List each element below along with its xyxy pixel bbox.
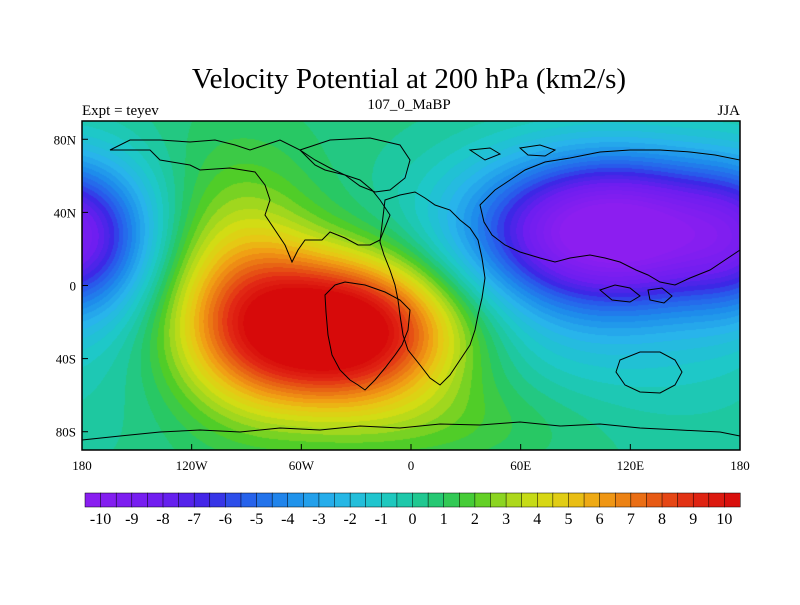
- colorbar-swatch: [287, 492, 304, 508]
- colorbar-swatch: [147, 492, 164, 508]
- y-tick-label: 40N: [54, 205, 77, 220]
- colorbar-swatch: [599, 492, 616, 508]
- colorbar-label: 7: [627, 511, 635, 528]
- colorbar-swatch: [692, 492, 710, 508]
- colorbar-swatch: [459, 492, 476, 508]
- colorbar-swatch: [178, 492, 195, 508]
- colorbar-label: 1: [440, 511, 448, 528]
- colorbar-label: -6: [219, 511, 232, 528]
- colorbar-swatch: [583, 492, 601, 508]
- colorbar-swatch: [630, 492, 647, 508]
- colorbar-swatch: [724, 492, 741, 508]
- subtitle-right: JJA: [717, 103, 740, 119]
- x-tick-label: 180: [72, 458, 92, 473]
- colorbar-swatch: [115, 492, 133, 508]
- y-tick-label: 80N: [54, 132, 77, 147]
- colorbar-label: -4: [281, 511, 294, 528]
- colorbar-swatch: [677, 492, 694, 508]
- colorbar-swatch: [318, 492, 336, 508]
- colorbar: -10 -9 -8 -7 -6 -5 -4 -3 -2 -1 0 1 2 3 4 5 6 7 8 9 10: [84, 492, 741, 528]
- colorbar-label: -1: [375, 511, 388, 528]
- colorbar-swatch: [521, 492, 538, 508]
- colorbar-swatch: [240, 492, 258, 508]
- x-tick-label: 60E: [510, 458, 531, 473]
- colorbar-swatch: [474, 492, 492, 508]
- colorbar-swatch: [100, 492, 117, 508]
- colorbar-swatch: [614, 492, 632, 508]
- colorbar-swatch: [443, 492, 460, 508]
- colorbar-label: -10: [90, 511, 111, 528]
- axes: 180 120W 60W 0 60E 120E 180 80N 40N 0 40S 80S: [54, 132, 750, 473]
- colorbar-swatch: [225, 492, 242, 508]
- colorbar-label: 6: [596, 511, 604, 528]
- colorbar-label: 5: [564, 511, 572, 528]
- x-tick-label: 0: [408, 458, 415, 473]
- y-tick-label: 80S: [56, 425, 76, 440]
- x-tick-label: 60W: [289, 458, 315, 473]
- colorbar-label: -9: [125, 511, 138, 528]
- colorbar-swatch: [209, 492, 226, 508]
- colorbar-swatch: [412, 492, 429, 508]
- colorbar-swatch: [303, 492, 320, 508]
- colorbar-swatch: [661, 492, 679, 508]
- colorbar-swatch: [271, 492, 289, 508]
- colorbar-label: 4: [533, 511, 541, 528]
- colorbar-swatch: [396, 492, 414, 508]
- heatmap-field: [82, 121, 740, 450]
- colorbar-label: 9: [689, 511, 697, 528]
- chart-title: Velocity Potential at 200 hPa (km2/s): [192, 63, 626, 95]
- colorbar-swatch: [84, 492, 102, 508]
- colorbar-label: -5: [250, 511, 263, 528]
- colorbar-swatch: [490, 492, 507, 508]
- subtitle-left: Expt = teyev: [82, 103, 159, 119]
- x-tick-label: 120E: [617, 458, 645, 473]
- colorbar-swatch: [381, 492, 398, 508]
- colorbar-swatch: [537, 492, 554, 508]
- colorbar-swatch: [193, 492, 211, 508]
- colorbar-swatch: [646, 492, 663, 508]
- colorbar-label: -3: [312, 511, 325, 528]
- subtitle-center: 107_0_MaBP: [367, 97, 450, 113]
- colorbar-label: 10: [716, 511, 732, 528]
- y-tick-label: 0: [70, 279, 77, 294]
- colorbar-swatch: [568, 492, 585, 508]
- x-tick-label: 180: [730, 458, 750, 473]
- colorbar-swatch: [505, 492, 523, 508]
- plot-area: [82, 121, 740, 450]
- colorbar-swatch: [349, 492, 367, 508]
- colorbar-label: 3: [502, 511, 510, 528]
- colorbar-label: 0: [409, 511, 417, 528]
- colorbar-label: -8: [156, 511, 169, 528]
- colorbar-swatch: [708, 492, 725, 508]
- colorbar-swatch: [131, 492, 148, 508]
- colorbar-label: -2: [343, 511, 356, 528]
- colorbar-swatch: [427, 492, 445, 508]
- x-tick-label: 120W: [176, 458, 209, 473]
- coastlines: [81, 137, 741, 441]
- colorbar-label: 8: [658, 511, 666, 528]
- colorbar-swatch: [256, 492, 273, 508]
- colorbar-swatch: [162, 492, 180, 508]
- colorbar-swatch: [334, 492, 351, 508]
- colorbar-label: 2: [471, 511, 479, 528]
- colorbar-swatch: [552, 492, 570, 508]
- colorbar-swatch: [365, 492, 382, 508]
- colorbar-label: -7: [188, 511, 201, 528]
- y-tick-label: 40S: [56, 352, 76, 367]
